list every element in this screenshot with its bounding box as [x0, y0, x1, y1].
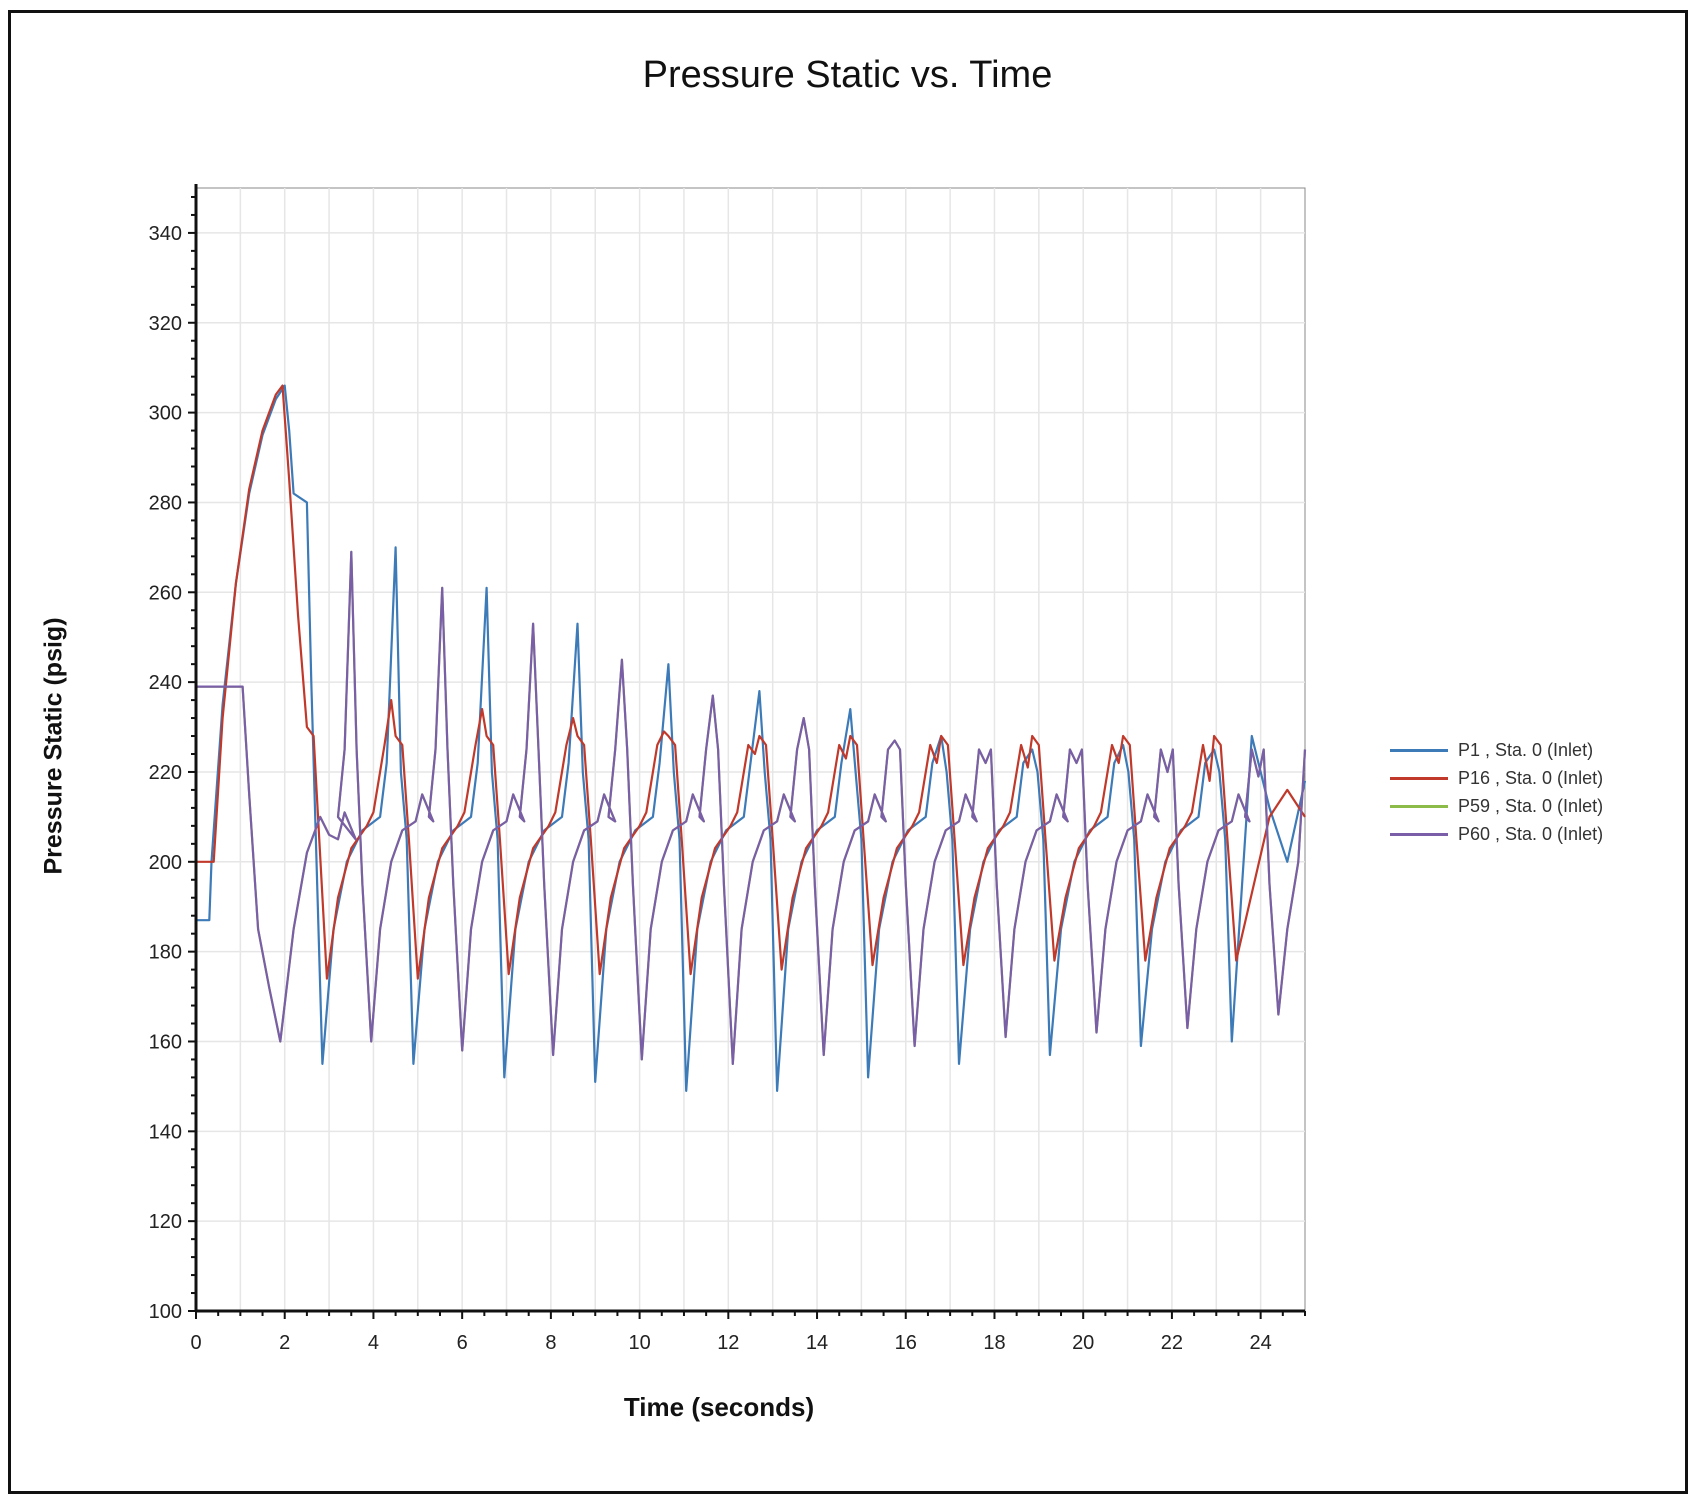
x-tick-label: 2 — [279, 1332, 290, 1354]
y-tick-label: 300 — [149, 403, 182, 425]
x-tick-label: 10 — [628, 1332, 650, 1354]
x-tick-label: 16 — [895, 1332, 917, 1354]
legend-label: P60 , Sta. 0 (Inlet) — [1458, 823, 1604, 844]
series-line-p16 — [196, 384, 1306, 980]
legend-item: P59 , Sta. 0 (Inlet) — [1390, 792, 1603, 820]
y-tick-label: 180 — [149, 942, 182, 964]
chart-frame — [8, 10, 1688, 1494]
y-tick-label: 120 — [149, 1211, 182, 1233]
y-tick-label: 260 — [149, 582, 182, 604]
y-tick-label: 240 — [149, 672, 182, 694]
x-tick-label: 12 — [717, 1332, 739, 1354]
x-tick-label: 18 — [983, 1332, 1005, 1354]
legend-swatch — [1390, 804, 1448, 808]
series-line-p1 — [196, 384, 1307, 1093]
legend-swatch — [1390, 832, 1448, 836]
legend-label: P59 , Sta. 0 (Inlet) — [1458, 795, 1604, 816]
x-axis-label: Time (seconds) — [623, 1392, 815, 1422]
chart-title: Pressure Static vs. Time — [642, 54, 1053, 96]
legend-item: P1 , Sta. 0 (Inlet) — [1390, 736, 1603, 764]
x-tick-label: 20 — [1072, 1332, 1094, 1354]
legend-item: P60 , Sta. 0 (Inlet) — [1390, 820, 1603, 848]
x-tick-label: 14 — [806, 1332, 828, 1354]
x-tick-label: 0 — [190, 1332, 201, 1354]
legend-label: P1 , Sta. 0 (Inlet) — [1458, 739, 1594, 760]
legend-label: P16 , Sta. 0 (Inlet) — [1458, 767, 1604, 788]
x-tick-label: 8 — [545, 1332, 556, 1354]
x-tick-label: 4 — [368, 1332, 379, 1354]
series-line-p60 — [196, 550, 1307, 1066]
legend-item: P16 , Sta. 0 (Inlet) — [1390, 764, 1603, 792]
y-tick-label: 140 — [149, 1121, 182, 1143]
legend-swatch — [1390, 748, 1448, 752]
x-tick-label: 24 — [1250, 1332, 1272, 1354]
x-tick-label: 22 — [1161, 1332, 1183, 1354]
y-tick-label: 200 — [149, 852, 182, 874]
y-tick-label: 320 — [149, 313, 182, 335]
x-tick-label: 6 — [457, 1332, 468, 1354]
y-tick-label: 160 — [149, 1031, 182, 1053]
legend: P1 , Sta. 0 (Inlet) P16 , Sta. 0 (Inlet)… — [1390, 736, 1603, 848]
y-tick-label: 100 — [149, 1301, 182, 1323]
y-tick-label: 340 — [149, 223, 182, 245]
legend-swatch — [1390, 776, 1448, 780]
y-tick-label: 220 — [149, 762, 182, 784]
y-tick-label: 280 — [149, 492, 182, 514]
